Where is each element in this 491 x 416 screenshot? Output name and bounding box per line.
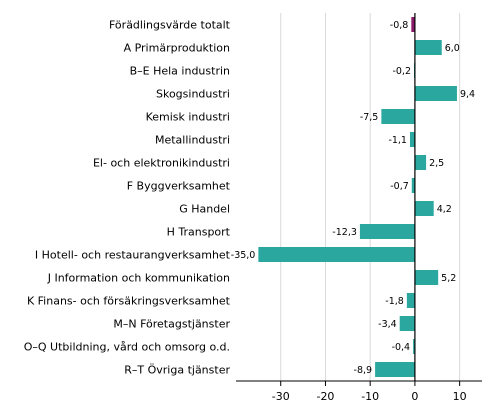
- bar: [411, 178, 415, 193]
- axes: -30 -20 -10 0 10: [236, 13, 482, 403]
- category-labels: Förädlingsvärde totalt A Primärproduktion…: [24, 19, 231, 377]
- category-label: O–Q Utbildning, vård och omsorg o.d.: [24, 341, 230, 354]
- category-label: El- och elektronikindustri: [93, 157, 230, 170]
- value-label: 5,2: [441, 273, 456, 284]
- bar: [375, 362, 415, 377]
- bar: [406, 293, 415, 308]
- category-label: A Primärproduktion: [124, 42, 230, 55]
- category-label: M–N Företagstjänster: [113, 318, 230, 331]
- value-label: -1,1: [388, 135, 407, 146]
- category-label: H Transport: [167, 226, 231, 239]
- x-tick-label: 0: [411, 390, 418, 403]
- bar: [411, 17, 415, 32]
- value-label: 2,5: [429, 158, 444, 169]
- bar: [381, 109, 415, 124]
- value-label: -0,8: [390, 20, 409, 31]
- bars: [258, 17, 457, 377]
- x-tick-label: -30: [272, 390, 290, 403]
- value-label: -0,2: [392, 66, 411, 77]
- value-label: 9,4: [460, 89, 475, 100]
- category-label: K Finans- och försäkringsverksamhet: [27, 295, 231, 308]
- category-label: J Information och kommunikation: [47, 272, 230, 285]
- category-label: Kemisk industri: [146, 111, 230, 124]
- category-label: Metallindustri: [155, 134, 230, 147]
- bar: [414, 155, 427, 170]
- bar: [359, 224, 415, 239]
- bar: [399, 316, 415, 331]
- bar: [413, 339, 415, 354]
- value-label: -0,7: [390, 181, 409, 192]
- value-label: -12,3: [332, 227, 357, 238]
- bar: [414, 86, 457, 101]
- value-label: -3,4: [378, 319, 397, 330]
- grid-lines: [280, 13, 461, 381]
- category-label: Förädlingsvärde totalt: [109, 19, 231, 32]
- value-labels: -0,8 6,0 -0,2 9,4 -7,5 -1,1 2,5 -0,7 4,2 -12,3 -35…: [231, 20, 475, 376]
- category-label: R–T Övriga tjänster: [124, 364, 230, 377]
- value-label: -35,0: [231, 250, 256, 261]
- bar: [409, 132, 415, 147]
- bar: [258, 247, 415, 262]
- bar: [414, 270, 439, 285]
- x-tick-label: -10: [361, 390, 379, 403]
- bar: [414, 201, 434, 216]
- value-label: -1,8: [385, 296, 404, 307]
- value-label: -7,5: [360, 112, 379, 123]
- category-label: G Handel: [179, 203, 230, 216]
- value-label: -8,9: [354, 365, 373, 376]
- value-label: 4,2: [437, 204, 452, 215]
- bar: [414, 40, 442, 55]
- category-label: Skogsindustri: [156, 88, 230, 101]
- category-label: B–E Hela industrin: [130, 65, 230, 78]
- x-tick-label: 10: [453, 390, 467, 403]
- value-label: 6,0: [445, 43, 460, 54]
- value-label: -0,4: [392, 342, 411, 353]
- category-label: I Hotell- och restaurangverksamhet: [35, 249, 231, 262]
- x-tick-label: -20: [316, 390, 334, 403]
- category-label: F Byggverksamhet: [127, 180, 231, 193]
